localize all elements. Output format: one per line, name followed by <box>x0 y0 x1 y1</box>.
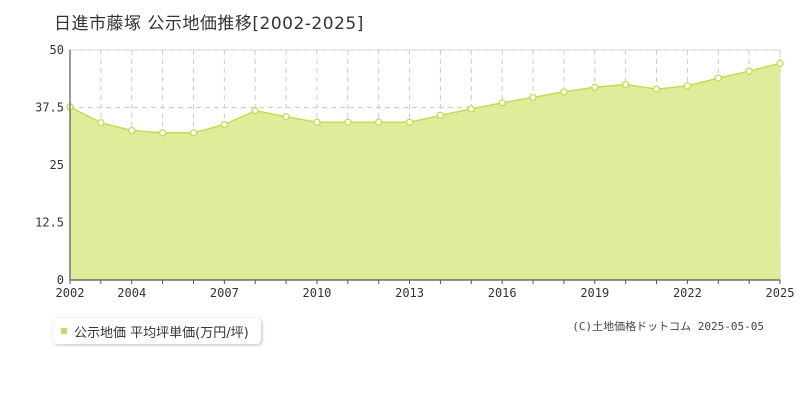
data-point <box>97 119 105 127</box>
x-tick-label: 2013 <box>395 286 424 300</box>
data-point <box>714 74 722 82</box>
data-point <box>652 85 661 93</box>
data-point <box>436 111 445 119</box>
chart-title: 日進市藤塚 公示地価推移[2002-2025] <box>54 14 364 34</box>
series-area <box>70 63 780 280</box>
y-tick-label: 0 <box>57 273 64 287</box>
data-point <box>622 80 630 89</box>
x-tick-label: 2002 <box>56 286 85 300</box>
data-point <box>282 113 290 121</box>
y-tick-label: 37.5 <box>35 101 64 115</box>
x-tick-label: 2010 <box>303 286 332 300</box>
data-point <box>189 129 198 137</box>
data-point <box>591 83 599 91</box>
data-point <box>220 120 228 129</box>
x-tick-label: 2019 <box>580 286 609 300</box>
data-point <box>158 129 167 137</box>
y-tick-label: 50 <box>50 43 64 57</box>
data-point <box>467 105 475 113</box>
data-point <box>251 107 259 115</box>
data-point <box>683 82 692 90</box>
data-point <box>560 88 568 96</box>
x-tick-label: 2007 <box>210 286 239 300</box>
x-tick-label: 2016 <box>488 286 517 300</box>
data-point <box>529 93 537 102</box>
series-line <box>69 62 781 134</box>
data-point <box>498 99 506 107</box>
x-tick-label: 2004 <box>117 286 146 300</box>
data-point <box>745 67 753 75</box>
y-tick-label: 12.5 <box>35 216 64 230</box>
x-tick-label: 2022 <box>673 286 702 300</box>
credit-text: (C)土地価格ドットコム 2025-05-05 <box>572 320 764 333</box>
legend-swatch <box>61 328 67 334</box>
data-point <box>405 118 414 126</box>
x-tick-label: 2025 <box>766 286 795 300</box>
data-point <box>375 118 383 126</box>
legend: 公示地価 平均坪単価(万円/坪) <box>53 318 261 344</box>
data-point <box>313 118 321 126</box>
data-point <box>776 59 784 67</box>
legend-label: 公示地価 平均坪単価(万円/坪) <box>74 325 249 341</box>
data-point <box>344 118 352 126</box>
y-tick-label: 25 <box>50 158 64 172</box>
data-point <box>128 126 136 135</box>
